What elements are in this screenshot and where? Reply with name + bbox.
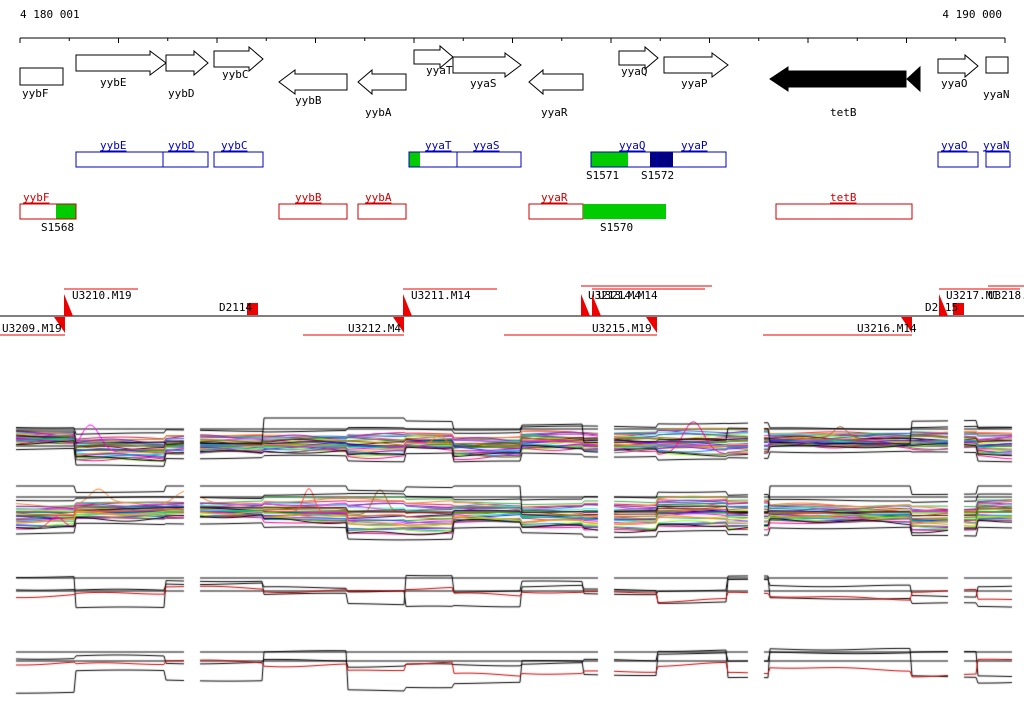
gene-label-yybC: yybC bbox=[222, 68, 249, 81]
transcript-box[interactable] bbox=[590, 151, 727, 168]
operon-box[interactable] bbox=[775, 203, 913, 220]
marker-flag-U3211.M14[interactable] bbox=[403, 294, 412, 316]
marker-flag-U3213.M4[interactable] bbox=[581, 294, 590, 316]
gene-yyaN[interactable] bbox=[985, 56, 1009, 74]
gene-yybD[interactable] bbox=[165, 49, 209, 77]
marker-label-U3213.M4[interactable]: U3213.M4 bbox=[588, 289, 641, 302]
operon-segment-fill[interactable] bbox=[56, 204, 76, 219]
transcript-label-yybE[interactable]: yybE bbox=[100, 139, 127, 152]
marker-label-U3216.M14[interactable]: U3216.M14 bbox=[857, 322, 917, 335]
marker-flag-U3209.M19[interactable] bbox=[54, 317, 65, 333]
gene-yyaR[interactable] bbox=[528, 68, 584, 96]
gene-label-yyaN: yyaN bbox=[983, 88, 1010, 101]
operon-label-yybB[interactable]: yybB bbox=[295, 191, 322, 204]
transcript-box[interactable] bbox=[985, 151, 1011, 168]
marker-flag-U3212.M4[interactable] bbox=[393, 317, 404, 333]
gene-yybA[interactable] bbox=[357, 68, 407, 96]
gene-yybB[interactable] bbox=[278, 69, 348, 95]
marker-flag-U3215.M19[interactable] bbox=[646, 317, 657, 333]
gene-label-yybF: yybF bbox=[22, 87, 49, 100]
operon-label-tetB[interactable]: tetB bbox=[830, 191, 857, 204]
gene-label-yyaR: yyaR bbox=[541, 106, 568, 119]
gene-tetB-tip[interactable] bbox=[906, 65, 921, 93]
marker-label-U3214.M14[interactable]: U3214.M14 bbox=[598, 289, 658, 302]
transcript-label-yyaT[interactable]: yyaT bbox=[425, 139, 452, 152]
marker-label-U3211.M14[interactable]: U3211.M14 bbox=[411, 289, 471, 302]
marker-flag-U3214.M14[interactable] bbox=[592, 294, 601, 316]
transcript-label-yyaN[interactable]: yyaN bbox=[983, 139, 1010, 152]
operon-box[interactable] bbox=[357, 203, 407, 220]
gene-yybC[interactable] bbox=[213, 45, 264, 73]
gene-label-yyaS: yyaS bbox=[470, 77, 497, 90]
gene-yyaP[interactable] bbox=[663, 52, 729, 78]
operon-label-yyaR[interactable]: yyaR bbox=[541, 191, 568, 204]
transcript-box[interactable] bbox=[937, 151, 979, 168]
operon-sublabel-S1570: S1570 bbox=[600, 221, 633, 234]
transcript-label-yybC[interactable]: yybC bbox=[221, 139, 248, 152]
gene-label-yyaO: yyaO bbox=[941, 77, 968, 90]
marker-square-D2114[interactable] bbox=[247, 303, 258, 315]
gene-label-yybA: yybA bbox=[365, 106, 392, 119]
gene-yyaS[interactable] bbox=[452, 52, 522, 78]
gene-tetB[interactable] bbox=[769, 66, 907, 92]
marker-flag-U3216.M14[interactable] bbox=[901, 317, 912, 333]
marker-flag-U3217.M1[interactable] bbox=[939, 294, 948, 316]
marker-label-U3218.[interactable]: U3218. bbox=[988, 289, 1024, 302]
marker-label-D2114[interactable]: D2114 bbox=[219, 301, 252, 314]
operon-label-yybF[interactable]: yybF bbox=[23, 191, 50, 204]
marker-label-U3217.M1[interactable]: U3217.M1 bbox=[946, 289, 999, 302]
operon-box[interactable] bbox=[19, 203, 77, 220]
transcript-segment-fill[interactable] bbox=[591, 152, 628, 167]
transcript-label-yyaQ[interactable]: yyaQ bbox=[619, 139, 646, 152]
transcript-box[interactable] bbox=[213, 151, 264, 168]
gene-label-yyaP: yyaP bbox=[681, 77, 708, 90]
operon-label-yybA[interactable]: yybA bbox=[365, 191, 392, 204]
gene-yybF[interactable] bbox=[19, 67, 64, 86]
marker-label-U3210.M19[interactable]: U3210.M19 bbox=[72, 289, 132, 302]
gene-yybE[interactable] bbox=[75, 50, 167, 76]
gene-yyaT[interactable] bbox=[413, 44, 454, 70]
operon-segment-fill[interactable] bbox=[583, 204, 666, 219]
marker-square-D2115[interactable] bbox=[953, 303, 964, 315]
gene-label-yybD: yybD bbox=[168, 87, 195, 100]
transcript-box[interactable] bbox=[75, 151, 209, 168]
transcript-segment-fill[interactable] bbox=[650, 152, 673, 167]
transcript-label-yybD[interactable]: yybD bbox=[168, 139, 195, 152]
gene-yyaO[interactable] bbox=[937, 53, 979, 79]
transcript-box[interactable] bbox=[408, 151, 522, 168]
gene-label-tetB: tetB bbox=[830, 106, 857, 119]
operon-box[interactable] bbox=[528, 203, 584, 220]
gene-label-yybE: yybE bbox=[100, 76, 127, 89]
transcript-sublabel-S1571: S1571 bbox=[586, 169, 619, 182]
gene-label-yybB: yybB bbox=[295, 94, 322, 107]
gene-yyaQ[interactable] bbox=[618, 45, 659, 71]
gene-label-yyaT: yyaT bbox=[426, 64, 453, 77]
marker-label-U3209.M19[interactable]: U3209.M19 bbox=[2, 322, 62, 335]
transcript-label-yyaP[interactable]: yyaP bbox=[681, 139, 708, 152]
transcript-label-yyaS[interactable]: yyaS bbox=[473, 139, 500, 152]
marker-label-U3212.M4[interactable]: U3212.M4 bbox=[348, 322, 401, 335]
transcript-label-yyaO[interactable]: yyaO bbox=[941, 139, 968, 152]
transcript-sublabel-S1572: S1572 bbox=[641, 169, 674, 182]
marker-label-U3215.M19[interactable]: U3215.M19 bbox=[592, 322, 652, 335]
gene-label-yyaQ: yyaQ bbox=[621, 65, 648, 78]
operon-sublabel-S1568: S1568 bbox=[41, 221, 74, 234]
operon-box[interactable] bbox=[278, 203, 348, 220]
marker-flag-U3210.M19[interactable] bbox=[64, 294, 73, 316]
transcript-segment-fill[interactable] bbox=[409, 152, 420, 167]
